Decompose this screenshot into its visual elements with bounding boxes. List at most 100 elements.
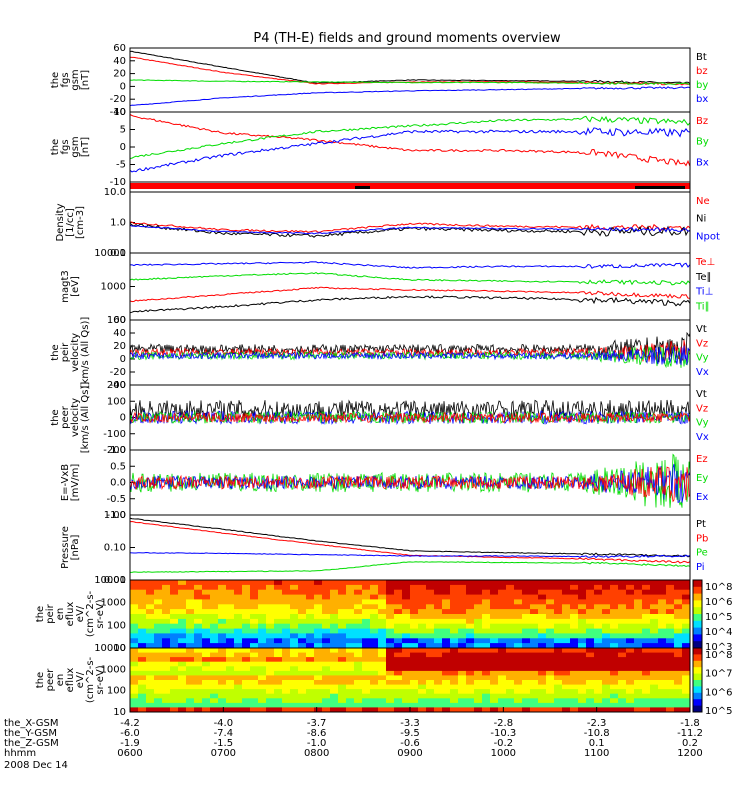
spectrogram-cell [594,604,603,610]
spectrogram-cell [194,670,203,676]
spectrogram-cell [682,684,691,690]
spectrogram-cell [450,693,459,699]
spectrogram-cell [138,584,147,591]
spectrogram-cell [274,589,283,596]
spectrogram-cell [130,698,139,704]
spectrogram-cell [298,680,307,686]
spectrogram-cell [514,670,523,676]
spectrogram-cell [442,584,451,591]
spectrogram-cell [274,657,283,663]
spectrogram-cell [538,689,547,695]
spectrogram-cell [314,698,323,704]
spectrogram-cell [274,614,283,620]
spectrogram-cell [330,584,339,591]
spectrogram-cell [394,693,403,699]
spectrogram-cell [378,633,387,639]
spectrogram-cell [210,638,219,644]
spectrogram-cell [626,707,635,713]
spectrogram-cell [362,594,371,600]
spectrogram-cell [498,599,507,605]
spectrogram-cell [442,633,451,639]
spectrogram-cell [362,657,371,663]
spectrogram-cell [666,589,675,596]
spectrogram-cell [586,657,595,663]
spectrogram-cell [490,599,499,605]
spectrogram-cell [266,648,275,654]
spectrogram-cell [538,638,547,644]
spectrogram-cell [130,702,139,708]
x-tick-label: -1.5 [214,738,234,749]
spectrogram-cell [146,609,155,615]
spectrogram-cell [602,609,611,615]
spectrogram-cell [570,628,579,634]
spectrogram-cell [554,604,563,610]
spectrogram-cell [178,594,187,600]
spectrogram-cell [546,648,555,654]
spectrogram-cell [210,648,219,654]
spectrogram-cell [186,689,195,695]
spectrogram-cell [346,698,355,704]
spectrogram-cell [442,580,451,586]
spectrogram-cell [522,614,531,620]
series-Pt [129,517,691,558]
spectrogram-cell [434,657,443,663]
spectrogram-cell [186,628,195,634]
spectrogram-cell [538,661,547,667]
spectrogram-cell [562,628,571,634]
spectrogram-cell [610,684,619,690]
spectrogram-cell [258,618,267,625]
spectrogram-cell [442,604,451,610]
spectrogram-cell [434,609,443,615]
spectrogram-cell [202,599,211,605]
spectrogram-cell [178,689,187,695]
spectrogram-cell [650,633,659,639]
spectrogram-cell [178,623,187,630]
colorbar-cell [693,607,702,615]
spectrogram-cell [650,638,659,644]
spectrogram-cell [578,707,587,713]
spectrogram-cell [202,680,211,686]
spectrogram-cell [538,666,547,672]
spectrogram-cell [298,643,307,649]
spectrogram-cell [194,604,203,610]
spectrogram-cell [346,661,355,667]
spectrogram-cell [634,648,643,654]
spectrogram-cell [138,648,147,654]
series-bz [129,56,691,86]
spectrogram-cell [410,628,419,634]
spectrogram-cell [394,680,403,686]
spectrogram-cell [314,614,323,620]
spectrogram-cell [602,693,611,699]
spectrogram-cell [266,657,275,663]
colorbar-label: 10^8 [705,582,732,593]
y-axis-label: E=-VxB [mV/m] [60,464,81,502]
spectrogram-cell [578,652,587,658]
spectrogram-cell [290,594,299,600]
spectrogram-cell [266,614,275,620]
spectrogram-cell [146,693,155,699]
spectrogram-cell [154,702,163,708]
spectrogram-cell [178,604,187,610]
spectrogram-cell [322,652,331,658]
spectrogram-cell [506,657,515,663]
spectrogram-cell [474,657,483,663]
spectrogram-cell [186,670,195,676]
spectrogram-cell [602,657,611,663]
spectrogram-cell [666,594,675,600]
colorbar-cell [693,692,702,700]
spectrogram-cell [506,684,515,690]
spectrogram-cell [274,618,283,625]
spectrogram-cell [642,584,651,591]
spectrogram-cell [274,698,283,704]
legend-entry: Ti∥ [695,301,710,312]
spectrogram-cell [586,633,595,639]
spectrogram-cell [314,633,323,639]
spectrogram-cell [530,684,539,690]
spectrogram-cell [562,652,571,658]
spectrogram-cell [306,609,315,615]
y-axis-label-line: (cm^2-s- [85,656,96,703]
spectrogram-cell [242,680,251,686]
spectrogram-cell [426,648,435,654]
spectrogram-cell [138,698,147,704]
